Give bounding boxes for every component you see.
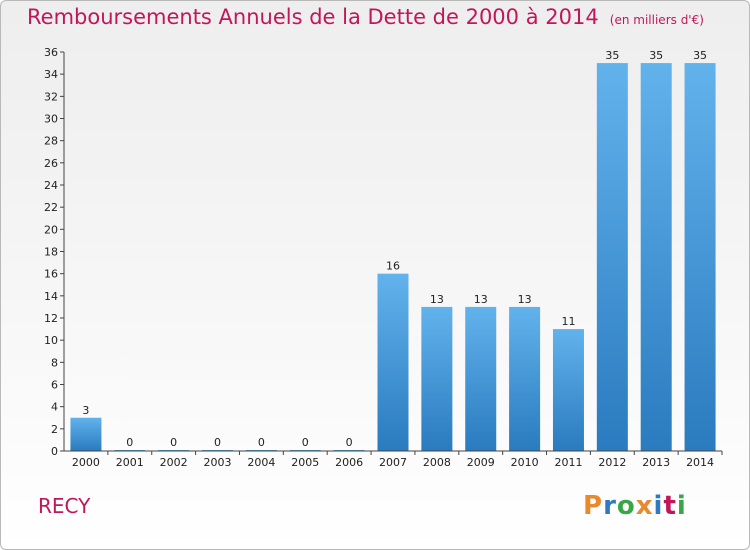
y-tick-label-10: 10	[44, 334, 58, 347]
x-tick-label-2003: 2003	[204, 456, 232, 469]
data-label-2008: 13	[430, 293, 444, 306]
y-tick-label-8: 8	[51, 356, 58, 369]
x-tick-label-2001: 2001	[116, 456, 144, 469]
x-tick-label-2002: 2002	[160, 456, 188, 469]
logo-letter: o	[616, 491, 636, 521]
y-tick-label-28: 28	[44, 135, 58, 148]
data-label-2014: 35	[693, 49, 707, 62]
data-label-2012: 35	[605, 49, 619, 62]
y-tick-label-12: 12	[44, 312, 58, 325]
x-tick-label-2004: 2004	[247, 456, 275, 469]
y-tick-label-0: 0	[51, 445, 58, 458]
y-tick-label-2: 2	[51, 423, 58, 436]
place-name: RECY	[38, 494, 91, 518]
logo-letter: x	[635, 491, 654, 521]
data-label-2005: 0	[302, 436, 309, 449]
y-tick-label-16: 16	[44, 268, 58, 281]
data-label-2011: 11	[561, 315, 575, 328]
y-tick-label-18: 18	[44, 246, 58, 259]
bar-2013	[640, 63, 672, 451]
x-tick-label-2006: 2006	[335, 456, 363, 469]
y-tick-label-20: 20	[44, 223, 58, 236]
logo-letter: P	[583, 491, 604, 521]
bar-2008	[421, 306, 453, 451]
x-tick-label-2005: 2005	[291, 456, 319, 469]
y-tick-label-14: 14	[44, 290, 58, 303]
x-tick-label-2014: 2014	[686, 456, 714, 469]
data-label-2007: 16	[386, 260, 400, 273]
x-tick-label-2010: 2010	[511, 456, 539, 469]
y-tick-label-22: 22	[44, 201, 58, 214]
bar-2012	[596, 63, 628, 451]
y-tick-label-24: 24	[44, 179, 58, 192]
y-tick-label-36: 36	[44, 46, 58, 59]
data-label-2004: 0	[258, 436, 265, 449]
logo-letter: r	[603, 491, 617, 521]
y-tick-label-32: 32	[44, 90, 58, 103]
x-tick-label-2007: 2007	[379, 456, 407, 469]
x-tick-label-2012: 2012	[598, 456, 626, 469]
y-tick-label-4: 4	[51, 401, 58, 414]
x-tick-label-2013: 2013	[642, 456, 670, 469]
data-label-2000: 3	[82, 404, 89, 417]
logo-letter: t	[663, 491, 677, 521]
x-tick-label-2011: 2011	[554, 456, 582, 469]
bar-2010	[509, 306, 541, 451]
x-tick-label-2000: 2000	[72, 456, 100, 469]
bar-2014	[684, 63, 716, 451]
data-label-2010: 13	[518, 293, 532, 306]
title-text: Remboursements Annuels de la Dette de 20…	[27, 5, 599, 29]
x-tick-label-2009: 2009	[467, 456, 495, 469]
y-tick-label-34: 34	[44, 68, 58, 81]
y-tick-label-30: 30	[44, 113, 58, 126]
data-label-2013: 35	[649, 49, 663, 62]
bar-2009	[465, 306, 497, 451]
y-tick-label-6: 6	[51, 379, 58, 392]
bar-2000	[70, 417, 102, 451]
data-label-2009: 13	[474, 293, 488, 306]
data-label-2003: 0	[214, 436, 221, 449]
y-tick-label-26: 26	[44, 157, 58, 170]
logo-letter: i	[676, 491, 687, 521]
bar-2011	[552, 329, 584, 451]
data-label-2006: 0	[346, 436, 353, 449]
subtitle-text: (en milliers d'€)	[609, 13, 704, 27]
logo-letter: i	[653, 491, 664, 521]
proxiti-logo: Proxiti	[583, 491, 687, 521]
chart-title: Remboursements Annuels de la Dette de 20…	[27, 5, 704, 29]
data-label-2001: 0	[126, 436, 133, 449]
x-tick-label-2008: 2008	[423, 456, 451, 469]
bar-2007	[377, 273, 409, 451]
data-label-2002: 0	[170, 436, 177, 449]
